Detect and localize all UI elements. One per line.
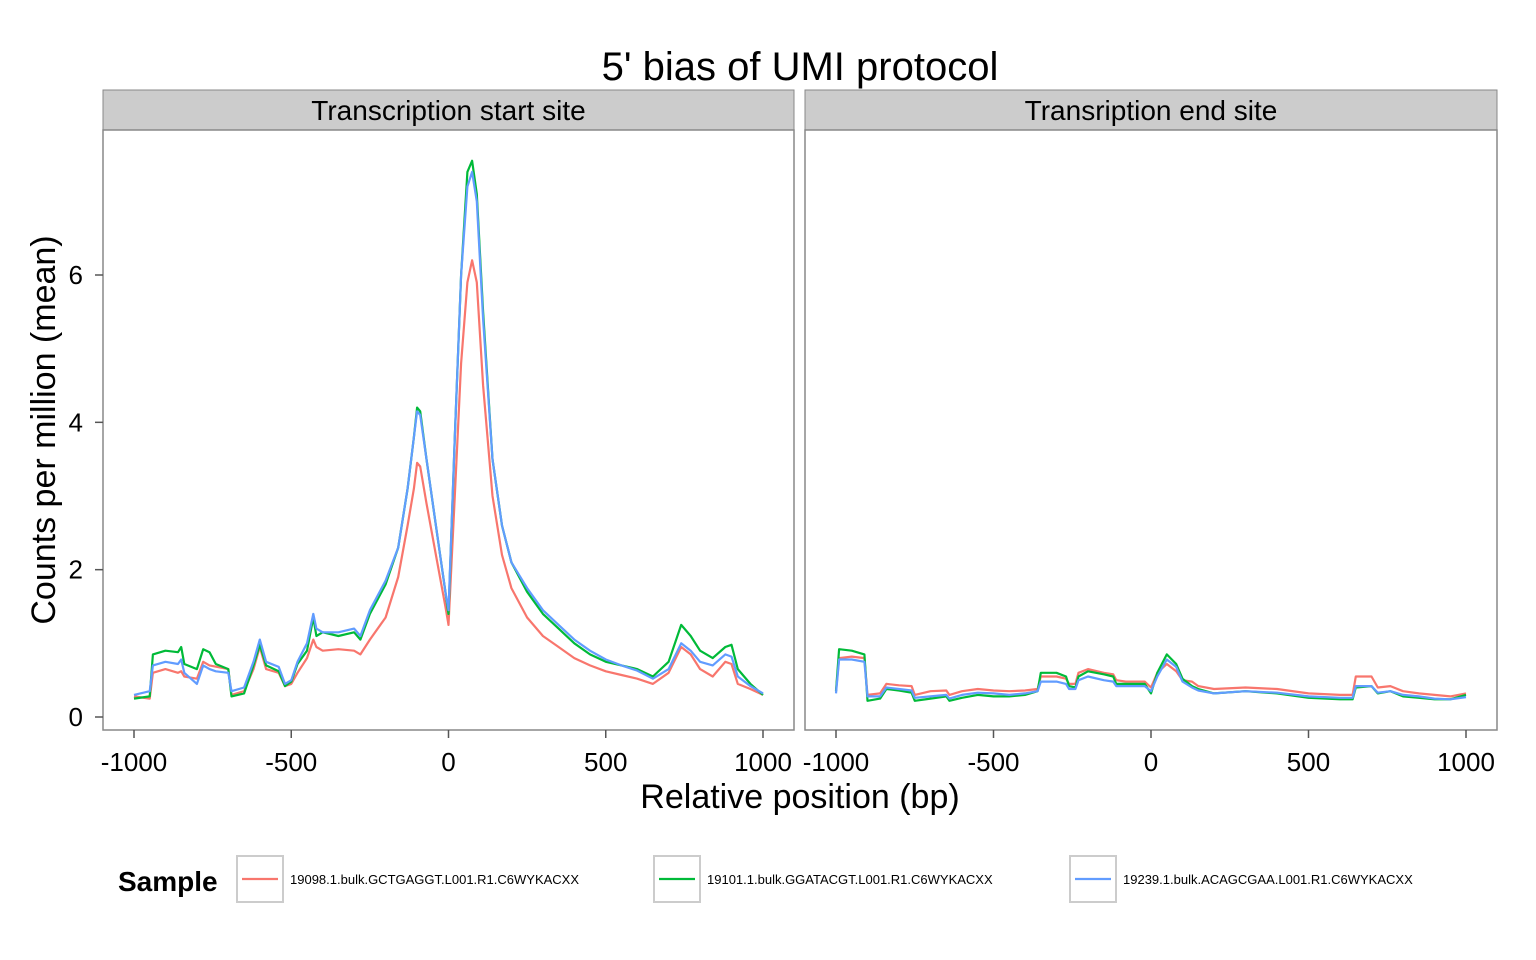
x-tick-label: 500 [1287,747,1330,777]
x-tick-label: 0 [1144,747,1158,777]
panel-1-strip [102,89,795,131]
x-tick-label: 1000 [1437,747,1495,777]
x-axis-panel-2: -1000 -500 0 500 1000 [803,730,1495,777]
y-tick-label: 4 [69,407,83,437]
x-tick-label: -1000 [101,747,168,777]
y-tick-label: 6 [69,260,83,290]
x-tick-label: -500 [967,747,1019,777]
panel-1-series-3-line [133,170,764,696]
legend-entry-label: 19098.1.bulk.GCTGAGGT.L001.R1.C6WYKACXX [290,872,579,887]
y-tick-label: 0 [69,702,83,732]
x-tick-label: 1000 [734,747,792,777]
panel-1-plot-area [102,129,795,731]
legend-title: Sample [118,866,218,897]
y-tick-label: 2 [69,555,83,585]
x-axis-title: Relative position (bp) [640,778,959,816]
y-axis-title: Counts per million (mean) [25,235,63,624]
x-tick-label: -1000 [803,747,870,777]
panel-1-strip-label: Transcription start site [311,95,585,126]
chart-title: 5' bias of UMI protocol [602,45,999,89]
legend-entry-label: 19101.1.bulk.GGATACGT.L001.R1.C6WYKACXX [707,872,993,887]
y-axis: 0 2 4 6 [69,260,103,732]
panel-1: Transcription start site [102,89,795,731]
x-tick-label: 0 [441,747,455,777]
x-axis-panel-1: -1000 -500 0 500 1000 [101,730,792,777]
panel-2-strip-label: Transription end site [1025,95,1278,126]
panel-2-series-1-line [834,655,1467,698]
legend-entry-label: 19239.1.bulk.ACAGCGAA.L001.R1.C6WYKACXX [1123,872,1413,887]
panel-1-lines [133,159,764,700]
panel-2-strip [804,89,1498,131]
panel-2-plot-area [804,129,1498,731]
x-tick-label: 500 [584,747,627,777]
legend: Sample 19098.1.bulk.GCTGAGGT.L001.R1.C6W… [118,855,1413,903]
x-tick-label: -500 [265,747,317,777]
panel-2: Transription end site [804,89,1498,731]
panel-2-lines [834,648,1467,702]
panel-2-series-3-line [834,658,1467,701]
